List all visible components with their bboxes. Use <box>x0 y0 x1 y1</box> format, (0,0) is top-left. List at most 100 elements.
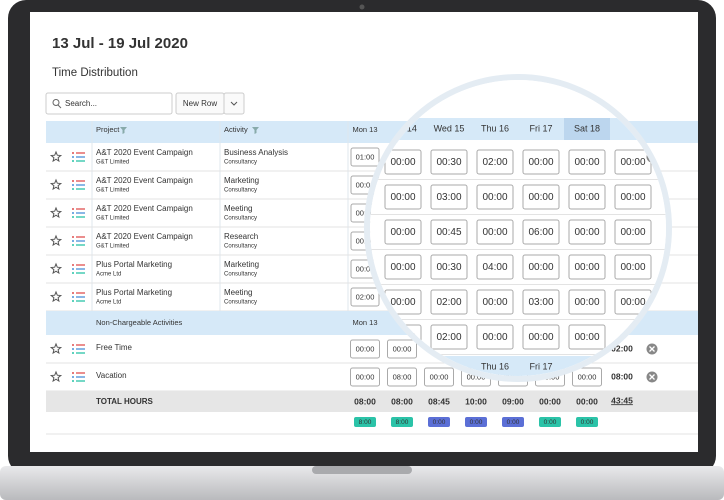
page-title: 13 Jul - 19 Jul 2020 <box>52 35 188 52</box>
time-input[interactable] <box>430 324 468 350</box>
time-input[interactable] <box>614 254 652 280</box>
time-value: 06:00 <box>528 227 553 238</box>
list-dot <box>72 296 74 298</box>
time-value: 00:00 <box>620 192 645 203</box>
time-input[interactable] <box>350 367 380 387</box>
time-value: 00:00 <box>620 297 645 308</box>
list-dot <box>72 352 74 354</box>
day-header: Sat 18 <box>574 123 600 133</box>
search-box[interactable] <box>45 92 173 115</box>
time-input[interactable] <box>430 254 468 280</box>
time-value: 00:00 <box>393 344 412 353</box>
day-total: 08:00 <box>391 396 413 406</box>
activity-name: Research <box>224 232 258 241</box>
favorite-star[interactable] <box>49 370 63 383</box>
chevron <box>230 101 238 106</box>
list-dot <box>72 344 74 346</box>
list-dot <box>72 156 74 158</box>
favorite-star[interactable] <box>49 150 63 163</box>
activity-type: Consultancy <box>224 300 257 306</box>
favorite-star[interactable] <box>49 234 63 247</box>
time-input[interactable] <box>522 254 560 280</box>
time-value: 00:00 <box>574 157 599 168</box>
activity-name: Marketing <box>224 260 259 269</box>
time-input[interactable] <box>387 339 417 359</box>
list-dot <box>72 160 74 162</box>
filter-icon <box>120 127 127 134</box>
time-input[interactable] <box>350 339 380 359</box>
time-input[interactable] <box>430 289 468 315</box>
activity-name: Free Time <box>96 343 133 352</box>
time-value: 02:00 <box>356 292 375 301</box>
favorite-star[interactable] <box>49 262 63 275</box>
row-total: 02:00 <box>611 343 633 353</box>
time-input[interactable] <box>476 289 514 315</box>
activity-type: Consultancy <box>224 272 257 278</box>
time-input[interactable] <box>614 219 652 245</box>
activity-type: Consultancy <box>224 160 257 166</box>
day-header: Fri 17 <box>529 123 552 133</box>
list-dot <box>72 180 74 182</box>
hours-badge <box>428 417 450 427</box>
time-input[interactable] <box>476 254 514 280</box>
list-dot <box>72 240 74 242</box>
day-total: 08:00 <box>354 396 376 406</box>
time-input[interactable] <box>430 219 468 245</box>
favorite-star[interactable] <box>49 206 63 219</box>
client-name: Acme Ltd <box>96 272 121 278</box>
time-value: 00:00 <box>390 192 415 203</box>
time-input[interactable] <box>568 184 606 210</box>
time-value: 02:00 <box>436 332 461 343</box>
list-dot <box>72 236 74 238</box>
time-input[interactable] <box>350 287 380 307</box>
time-input[interactable] <box>350 147 380 167</box>
lens-header-highlight <box>564 118 610 140</box>
time-input[interactable] <box>522 219 560 245</box>
time-input[interactable] <box>614 184 652 210</box>
time-input[interactable] <box>430 184 468 210</box>
camera <box>359 4 365 10</box>
totals-band <box>46 391 698 412</box>
time-value: 00:00 <box>574 262 599 273</box>
time-input[interactable] <box>522 184 560 210</box>
activity-name: Meeting <box>224 204 252 213</box>
time-value: 00:00 <box>482 332 507 343</box>
time-input[interactable] <box>384 184 422 210</box>
time-input[interactable] <box>384 219 422 245</box>
favorite-star[interactable] <box>49 290 63 303</box>
time-input[interactable] <box>424 367 454 387</box>
hours-badge <box>391 417 413 427</box>
time-input[interactable] <box>522 149 560 175</box>
column-header: Mon 13 <box>352 125 377 134</box>
time-input[interactable] <box>476 184 514 210</box>
app: 13 Jul - 19 Jul 2020 Time Distribution S… <box>45 35 698 435</box>
new-row-label: New Row <box>183 99 217 108</box>
totals-label: TOTAL HOURS <box>96 397 154 406</box>
time-input[interactable] <box>568 219 606 245</box>
notch <box>312 466 412 474</box>
time-input[interactable] <box>522 324 560 350</box>
time-value: 00:00 <box>482 227 507 238</box>
time-input[interactable] <box>384 254 422 280</box>
favorite-star[interactable] <box>49 178 63 191</box>
time-input[interactable] <box>476 219 514 245</box>
time-value: 00:00 <box>578 372 597 381</box>
time-input[interactable] <box>572 367 602 387</box>
time-input[interactable] <box>476 149 514 175</box>
time-input[interactable] <box>522 289 560 315</box>
time-value: 00:00 <box>528 332 553 343</box>
time-input[interactable] <box>476 324 514 350</box>
dropdown-button[interactable] <box>223 92 245 115</box>
list-dot <box>72 212 74 214</box>
activity-type: Consultancy <box>224 244 257 250</box>
time-input[interactable] <box>430 149 468 175</box>
time-input[interactable] <box>387 367 417 387</box>
time-input[interactable] <box>568 149 606 175</box>
badge-label: 0:00 <box>507 419 520 426</box>
time-input[interactable] <box>568 324 606 350</box>
time-input[interactable] <box>568 289 606 315</box>
time-value: 00:00 <box>390 227 415 238</box>
favorite-star[interactable] <box>49 342 63 355</box>
time-input[interactable] <box>568 254 606 280</box>
badge-label: 0:00 <box>470 419 483 426</box>
